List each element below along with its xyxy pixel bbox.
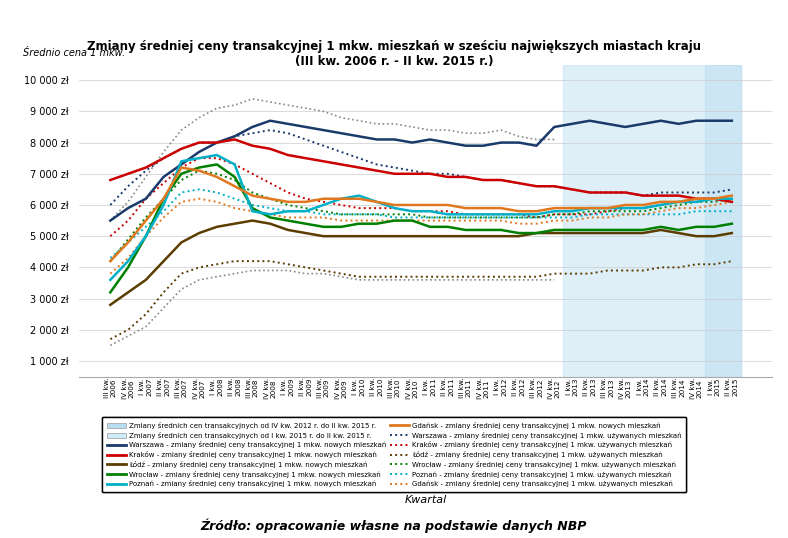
Bar — [705, 65, 741, 377]
Text: Zmiany średniej ceny transakcyjnej 1 mkw. mieszkań w sześciu największych miasta: Zmiany średniej ceny transakcyjnej 1 mkw… — [87, 40, 701, 68]
Text: Średnio cena 1 mkw.: Średnio cena 1 mkw. — [24, 48, 125, 58]
Text: Źródło: opracowanie własne na podstawie danych NBP: Źródło: opracowanie własne na podstawie … — [201, 518, 587, 533]
Bar — [563, 65, 741, 377]
Text: Kwartal: Kwartal — [404, 495, 447, 505]
Legend: Zmiany średnich cen transakcyjnych od IV kw. 2012 r. do II kw. 2015 r., Zmiany ś: Zmiany średnich cen transakcyjnych od IV… — [102, 417, 686, 492]
